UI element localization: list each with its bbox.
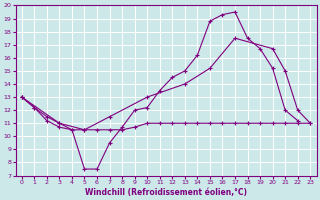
X-axis label: Windchill (Refroidissement éolien,°C): Windchill (Refroidissement éolien,°C) (85, 188, 247, 197)
